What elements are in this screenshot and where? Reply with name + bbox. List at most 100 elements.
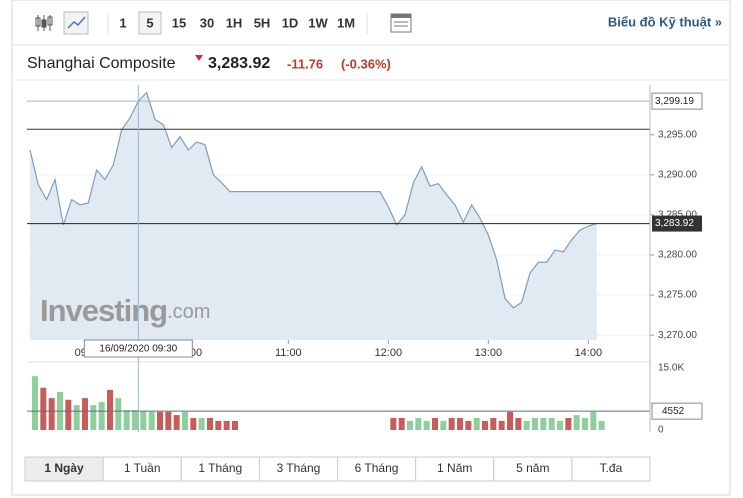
range-tab[interactable]: 1 Ngày [44, 461, 84, 475]
y-tick-label: 3,285.00 [658, 210, 697, 221]
volume-bar [598, 420, 605, 430]
x-tick-label: 12:00 [375, 347, 403, 359]
y-tick-label: 3,275.00 [658, 290, 697, 301]
watermark-brand: Investing [40, 293, 167, 328]
interval-selected-box [138, 11, 162, 35]
volume-bar [157, 411, 163, 430]
volume-bar [190, 417, 197, 430]
range-tab[interactable]: 5 năm [516, 461, 549, 475]
volume-bar [498, 420, 505, 430]
volume-bar [507, 411, 513, 430]
range-tab-box [571, 456, 651, 482]
volume-bar [473, 417, 480, 430]
range-tab[interactable]: 1 Tháng [198, 461, 242, 475]
volume-bar [223, 420, 230, 430]
volume-bar [207, 417, 213, 430]
volume-bar [407, 420, 413, 430]
range-tab[interactable]: 1 Tuần [124, 461, 161, 475]
down-arrow [195, 55, 203, 61]
volume-bar [73, 405, 80, 430]
interval-button[interactable]: 5 [146, 15, 153, 30]
volume-bar [215, 420, 222, 430]
volume-bar [32, 376, 38, 430]
volume-bar [398, 417, 405, 430]
volume-bar [48, 398, 55, 430]
volume-bar [557, 420, 563, 430]
volume-bar [582, 417, 588, 430]
volume-bar [390, 417, 397, 430]
interval-button[interactable]: 1H [226, 15, 243, 30]
volume-bar [148, 411, 155, 430]
crosshair-volume-label: 4552 [662, 406, 685, 417]
candlestick-icon[interactable] [35, 15, 53, 31]
volume-bar [165, 411, 172, 430]
range-tab[interactable]: 3 Tháng [277, 461, 321, 475]
volume-bar [40, 387, 47, 430]
volume-bar [98, 401, 105, 430]
table-icon[interactable] [390, 13, 412, 33]
volume-bar [415, 417, 422, 430]
range-tab-box [102, 456, 182, 482]
range-tab[interactable]: 1 Năm [437, 461, 472, 475]
volume-tick-label: 0 [658, 425, 664, 436]
volume-bar [532, 417, 538, 430]
volume-bar [132, 410, 138, 430]
range-tab-box [258, 456, 338, 482]
volume-bar [107, 389, 113, 430]
price-area [30, 92, 597, 341]
last-price-box [652, 215, 702, 232]
y-tick-label: 3,290.00 [658, 169, 697, 180]
volume-bar [465, 420, 472, 430]
range-tab-box [493, 456, 573, 482]
volume-bar [115, 398, 122, 430]
volume-bar [198, 417, 205, 430]
volume-bar [515, 417, 522, 430]
interval-button[interactable]: 30 [200, 15, 214, 30]
last-price: 3,283.92 [208, 55, 270, 72]
volume-bar [540, 417, 547, 430]
volume-bar [565, 417, 572, 430]
volume-bar [123, 410, 130, 430]
volume-bar [423, 420, 430, 430]
x-tick-label: 11:00 [275, 347, 302, 359]
interval-button[interactable]: 15 [172, 15, 186, 30]
volume-bar [440, 420, 447, 430]
interval-button[interactable]: 1W [308, 15, 328, 30]
crosshair-price-label: 3,299.19 [655, 96, 694, 107]
volume-bar [482, 420, 488, 430]
range-tab-box [24, 456, 104, 482]
volume-bar [548, 417, 555, 430]
watermark-domain: .com [167, 301, 210, 323]
technical-chart-link[interactable]: Biểu đồ Kỹ thuật » [608, 14, 722, 29]
range-tab[interactable]: 6 Tháng [355, 461, 399, 475]
range-tab-box [180, 456, 260, 482]
interval-button[interactable]: 1D [282, 15, 299, 30]
plot: 3,295.00 3,290.00 3,285.00 3,280.00 3,275.00… [27, 85, 703, 436]
volume-bar [573, 415, 580, 430]
interval-button[interactable]: 5H [254, 15, 271, 30]
volume-bar [448, 417, 455, 430]
volume-bar [65, 399, 72, 430]
range-tab[interactable]: T.đa [600, 461, 623, 475]
y-tick-label: 3,270.00 [658, 330, 697, 341]
price-change-percent: (-0.36%) [341, 56, 391, 71]
crosshair-price-box [651, 92, 703, 110]
last-price-label: 3,283.92 [655, 218, 694, 229]
range-tab-box [415, 456, 495, 482]
x-tick-label: 14:00 [575, 347, 603, 359]
crosshair-volume-box [651, 402, 703, 420]
volume-bar [523, 420, 530, 430]
interval-button[interactable]: 1M [337, 15, 355, 30]
volume-bar [82, 398, 88, 430]
volume-bar [432, 417, 438, 430]
volume-bar [490, 417, 497, 430]
y-tick-label: 3,280.00 [658, 250, 697, 261]
crosshair-time-box [83, 339, 193, 358]
price-change: -11.76 [287, 56, 323, 71]
interval-button[interactable]: 1 [119, 15, 126, 30]
volume-bar [140, 411, 147, 430]
y-tick-label: 3,295.00 [658, 129, 697, 140]
watermark: Investing.com [40, 293, 210, 328]
line-chart-icon[interactable] [63, 11, 89, 35]
